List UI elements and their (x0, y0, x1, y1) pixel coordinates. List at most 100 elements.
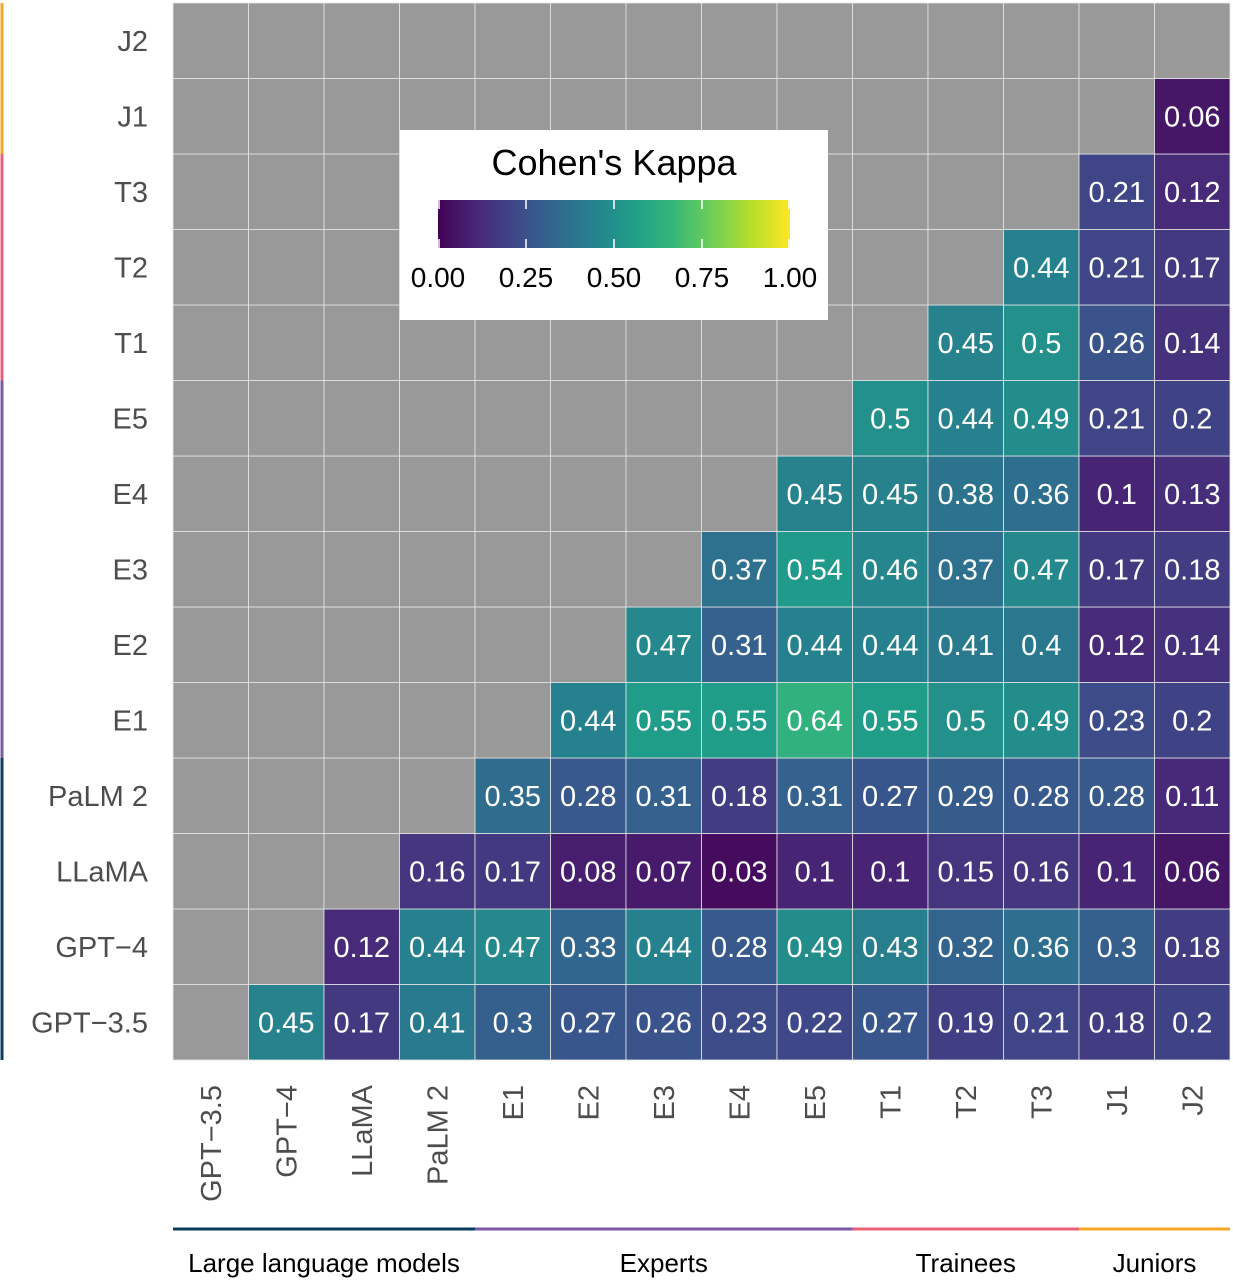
heatmap-cell (474, 531, 551, 608)
heatmap-cell (323, 984, 400, 1061)
cell-value-label: 0.18 (711, 781, 767, 813)
cell-value-label: 0.44 (862, 630, 918, 662)
heatmap-cell (927, 229, 1004, 306)
y-tick-label: T1 (114, 328, 148, 360)
heatmap-cell (927, 833, 1004, 910)
heatmap-cell (172, 304, 249, 381)
heatmap-cell (172, 531, 249, 608)
cell-value-label: 0.54 (787, 554, 843, 586)
cell-value-label: 0.2 (1172, 705, 1212, 737)
heatmap-cell (550, 2, 627, 79)
heatmap-cell (323, 455, 400, 532)
heatmap-cell (172, 380, 249, 457)
heatmap-cell (1078, 78, 1155, 155)
legend-tick-label: 0.75 (674, 262, 730, 293)
heatmap-cell (1154, 78, 1231, 155)
heatmap-cell (323, 833, 400, 910)
heatmap-cell (323, 153, 400, 230)
cell-value-label: 0.43 (862, 932, 918, 964)
heatmap-cell (625, 380, 702, 457)
heatmap-cell (248, 2, 325, 79)
cell-value-label: 0.03 (711, 856, 767, 888)
heatmap-cell (1154, 153, 1231, 230)
heatmap-cell (776, 455, 853, 532)
x-tick-label: E3 (649, 1085, 681, 1120)
heatmap-cell (1078, 153, 1155, 230)
x-tick-label: T2 (951, 1085, 983, 1119)
cell-value-label: 0.55 (711, 705, 767, 737)
cell-value-label: 0.12 (334, 932, 390, 964)
cell-value-label: 0.41 (938, 630, 994, 662)
y-tick-label: PaLM 2 (48, 781, 148, 813)
cell-value-label: 0.47 (1013, 554, 1069, 586)
heatmap-cell (701, 531, 778, 608)
heatmap-cell (474, 757, 551, 834)
heatmap-cell (474, 2, 551, 79)
heatmap-cell (172, 757, 249, 834)
cell-value-label: 0.5 (1021, 328, 1061, 360)
heatmap-cell (1154, 606, 1231, 683)
cell-value-label: 0.21 (1089, 403, 1145, 435)
heatmap-cell (1078, 984, 1155, 1061)
heatmap-cell (927, 380, 1004, 457)
heatmap-cell (852, 455, 929, 532)
heatmap-cell (852, 153, 929, 230)
cell-value-label: 0.44 (938, 403, 994, 435)
cell-value-label: 0.31 (787, 781, 843, 813)
heatmap-cell (1078, 380, 1155, 457)
y-tick-label: J1 (117, 101, 148, 133)
x-axis-labels: GPT−3.5 GPT−4 LLaMA PaLM 2 E1 E2 E3 E4 E5 T1 T2 T3 J… (196, 1084, 1210, 1202)
heatmap-cell (172, 833, 249, 910)
cell-value-label: 0.21 (1089, 177, 1145, 209)
cell-value-label: 0.17 (334, 1007, 390, 1039)
cell-value-label: 0.06 (1164, 101, 1220, 133)
heatmap-cell (1154, 304, 1231, 381)
y-tick-label: GPT−4 (55, 932, 148, 964)
cell-value-label: 0.26 (1089, 328, 1145, 360)
cell-value-label: 0.49 (1013, 403, 1069, 435)
heatmap-cell (323, 757, 400, 834)
legend-colorbar (438, 200, 790, 248)
cell-value-label: 0.17 (1164, 252, 1220, 284)
cell-value-label: 0.17 (485, 856, 541, 888)
cell-value-label: 0.1 (795, 856, 835, 888)
heatmap-cell (399, 606, 476, 683)
heatmap-cell (248, 78, 325, 155)
heatmap-cell (625, 2, 702, 79)
cell-value-label: 0.2 (1172, 403, 1212, 435)
legend-tick-label: 0.00 (410, 262, 466, 293)
heatmap-cell (1003, 2, 1080, 79)
heatmap-cell (474, 455, 551, 532)
x-tick-label: T3 (1026, 1085, 1058, 1119)
x-tick-label: GPT−3.5 (196, 1085, 228, 1202)
cell-value-label: 0.1 (1097, 479, 1137, 511)
heatmap-cell (1078, 304, 1155, 381)
heatmap-cell (248, 380, 325, 457)
cell-value-label: 0.28 (1013, 781, 1069, 813)
heatmap-cell (776, 757, 853, 834)
legend-tick-label: 0.25 (498, 262, 554, 293)
cell-value-label: 0.21 (1013, 1007, 1069, 1039)
cell-value-label: 0.35 (485, 781, 541, 813)
cell-value-label: 0.21 (1089, 252, 1145, 284)
heatmap-cell (625, 833, 702, 910)
cell-value-label: 0.44 (1013, 252, 1069, 284)
heatmap-cell (776, 984, 853, 1061)
cell-value-label: 0.16 (409, 856, 465, 888)
heatmap-cell (399, 682, 476, 759)
cell-value-label: 0.31 (636, 781, 692, 813)
group-label: Juniors (1113, 1248, 1197, 1278)
heatmap-cell (1154, 455, 1231, 532)
heatmap-cell (248, 455, 325, 532)
y-tick-label: E4 (113, 479, 148, 511)
y-tick-label: LLaMA (56, 856, 149, 888)
x-tick-label: E5 (800, 1085, 832, 1120)
cell-value-label: 0.4 (1021, 630, 1061, 662)
heatmap-cell (852, 757, 929, 834)
heatmap-cell (323, 2, 400, 79)
x-tick-label: PaLM 2 (422, 1085, 454, 1185)
heatmap-cell (776, 908, 853, 985)
heatmap-cells: 0.45 0.17 0.41 0.3 0.27 0.26 0.23 0.22 0.27 0.19 0… (172, 2, 1231, 1061)
heatmap-cell (625, 682, 702, 759)
heatmap-cell (550, 833, 627, 910)
